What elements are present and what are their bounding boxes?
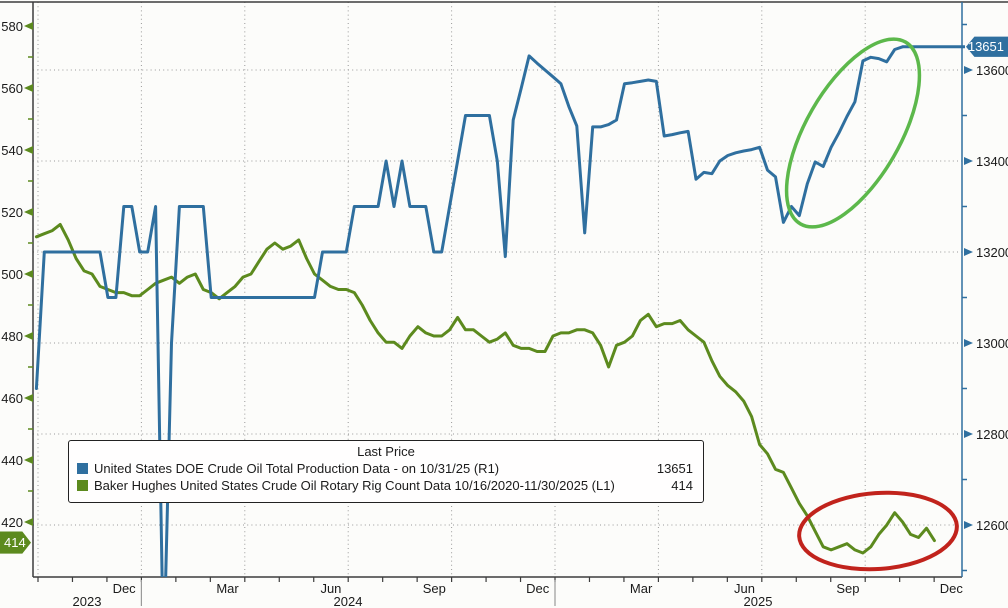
legend-row-production: United States DOE Crude Oil Total Produc… xyxy=(77,460,695,477)
left-axis-tick-label: 520 xyxy=(1,205,23,220)
left-axis-tick-label: 420 xyxy=(1,515,23,530)
left-axis-tick-label: 440 xyxy=(1,453,23,468)
x-axis-month-label: Dec xyxy=(112,581,136,596)
x-axis-year-label: 2024 xyxy=(333,594,363,608)
annotation-highlight-production-rally xyxy=(784,37,922,229)
left-axis-tick-label: 460 xyxy=(1,391,23,406)
production-series-label: United States DOE Crude Oil Total Produc… xyxy=(94,461,500,476)
left-axis-tick-label: 500 xyxy=(1,267,23,282)
x-axis-month-label: Sep xyxy=(422,581,446,596)
right-axis-tick-label: 13600 xyxy=(976,63,1008,78)
left-axis-tick-label: 480 xyxy=(1,329,23,344)
x-axis-month-label: Dec xyxy=(939,581,963,596)
x-axis-month-label: Jun xyxy=(734,581,756,596)
x-axis-month-label: Dec xyxy=(526,581,550,596)
legend-title: Last Price xyxy=(357,444,415,459)
last-price-value-rigcount: 414 xyxy=(4,535,26,551)
x-axis-month-label: Mar xyxy=(629,581,653,596)
legend-row-rigcount: Baker Hughes United States Crude Oil Rot… xyxy=(77,477,695,494)
left-axis-tick-label: 560 xyxy=(1,81,23,96)
right-axis-tick-label: 12800 xyxy=(976,427,1008,442)
rigcount-series-swatch xyxy=(77,480,88,491)
right-axis-tick-label: 13200 xyxy=(976,245,1008,260)
production-series-value: 13651 xyxy=(656,461,693,476)
rigcount-series-value: 414 xyxy=(671,478,693,493)
x-axis-month-label: Jun xyxy=(320,581,342,596)
annotation-highlight-rig-count-bottom xyxy=(797,490,959,572)
x-axis-month-label: Mar xyxy=(216,581,239,596)
production-series-swatch xyxy=(77,463,88,474)
right-axis-tick-label: 13400 xyxy=(976,154,1008,169)
rigcount-series-label: Baker Hughes United States Crude Oil Rot… xyxy=(94,478,615,493)
right-axis-tick-label: 13000 xyxy=(976,336,1008,351)
x-axis-year-label: 2023 xyxy=(72,594,102,608)
right-axis-tick-label: 12600 xyxy=(976,518,1008,533)
x-axis-year-label: 2025 xyxy=(743,594,773,608)
left-axis-tick-label: 580 xyxy=(1,19,23,34)
legend: Last Price United States DOE Crude Oil T… xyxy=(68,440,704,503)
last-price-badge-production: 13651 xyxy=(966,36,1008,57)
x-axis-month-label: Sep xyxy=(836,581,860,596)
last-price-value-production: 13651 xyxy=(967,39,1004,55)
left-axis-tick-label: 540 xyxy=(1,143,23,158)
last-price-badge-rigcount: 414 xyxy=(0,531,31,554)
